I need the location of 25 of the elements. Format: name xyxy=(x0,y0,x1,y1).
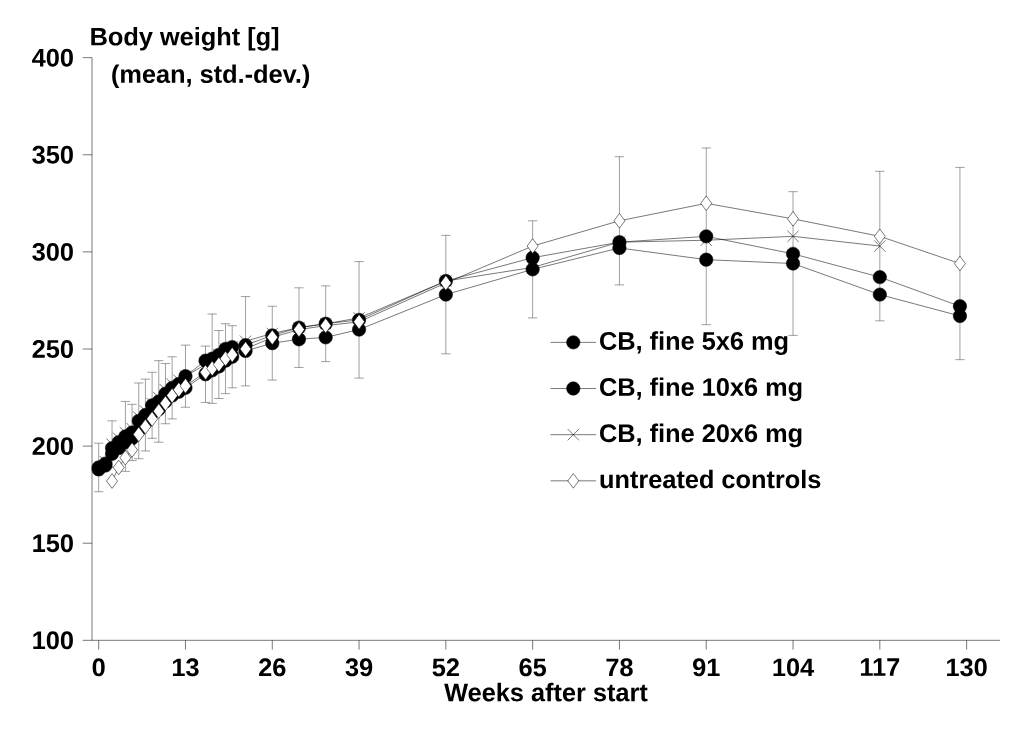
x-tick-label: 104 xyxy=(773,658,815,677)
x-tick-label: 39 xyxy=(345,658,373,677)
y-tick-label: 150 xyxy=(33,534,73,553)
y-tick-label: 300 xyxy=(32,242,73,261)
legend-label: untreated controls xyxy=(600,469,821,489)
y-tick-label: 400 xyxy=(32,48,73,67)
y-tick-label: 350 xyxy=(32,145,73,164)
y-tick-label: 100 xyxy=(33,631,73,650)
legend-label: CB, fine 5x6 mg xyxy=(600,331,788,356)
x-tick-label: 26 xyxy=(259,658,286,677)
x-tick-label: 117 xyxy=(860,658,900,676)
x-tick-label: 52 xyxy=(432,658,459,677)
legend-label: CB, fine 10x6 mg xyxy=(600,377,802,402)
y-tick-label: 200 xyxy=(32,437,73,456)
x-tick-label: 78 xyxy=(606,658,633,677)
x-tick-label: 0 xyxy=(92,658,105,677)
x-tick-label: 91 xyxy=(693,658,720,677)
x-tick-label: 130 xyxy=(947,658,987,677)
y-tick-label: 250 xyxy=(32,340,73,358)
y-axis-title: Body weight [g] xyxy=(91,26,279,51)
x-tick-label: 13 xyxy=(172,658,199,677)
annotation: (mean, std.-dev.) xyxy=(112,64,310,89)
x-tick-label: 65 xyxy=(519,658,547,677)
x-axis-title: Weeks after start xyxy=(444,682,648,702)
legend-label: CB, fine 20x6 mg xyxy=(600,423,802,448)
